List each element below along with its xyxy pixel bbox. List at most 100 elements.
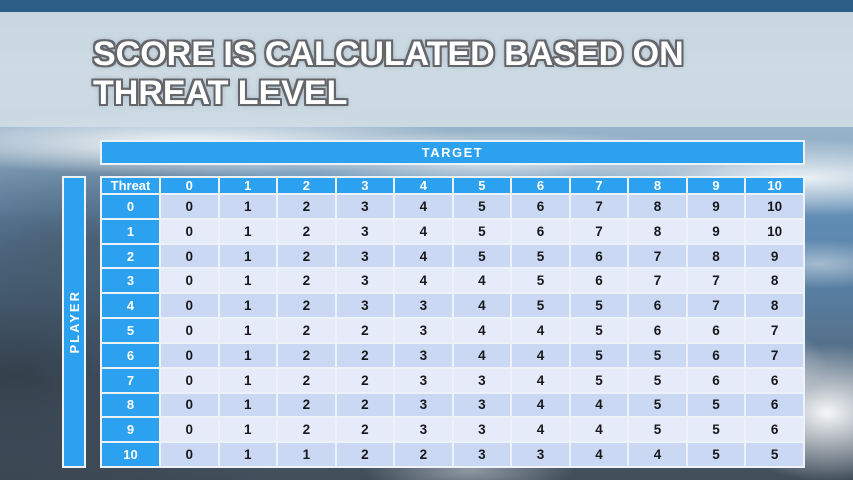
score-cell: 5 <box>687 418 745 442</box>
score-cell: 4 <box>453 319 511 342</box>
score-cell: 6 <box>687 319 745 342</box>
target-level-header: 6 <box>512 178 569 193</box>
score-cell: 3 <box>395 319 452 342</box>
score-cell: 3 <box>453 368 511 392</box>
threat-level-header: 0 <box>102 195 159 218</box>
score-cell: 4 <box>570 393 628 417</box>
score-cell: 2 <box>336 418 394 442</box>
target-axis-label: TARGET <box>421 145 484 160</box>
player-axis-header: PLAYER <box>62 176 86 468</box>
score-cell: 4 <box>395 219 452 243</box>
table-row: 10 0 1 1 2 2 3 3 4 4 5 5 <box>102 443 803 466</box>
score-cell: 1 <box>219 343 277 367</box>
score-cell: 5 <box>570 343 628 367</box>
score-cell: 0 <box>161 418 218 442</box>
score-cell: 5 <box>512 244 569 268</box>
score-cell: 4 <box>395 244 452 268</box>
score-cell: 5 <box>453 195 511 218</box>
score-cell: 0 <box>161 393 218 417</box>
score-cell: 8 <box>629 195 686 218</box>
threat-level-header: 2 <box>102 244 159 268</box>
score-cell: 7 <box>629 244 686 268</box>
score-cell: 2 <box>278 368 335 392</box>
score-cell: 1 <box>219 219 277 243</box>
score-cell: 9 <box>687 195 745 218</box>
score-cell: 4 <box>453 294 511 318</box>
score-cell: 1 <box>219 368 277 392</box>
score-cell: 3 <box>395 343 452 367</box>
threat-level-header: 3 <box>102 269 159 293</box>
score-cell: 4 <box>395 269 452 293</box>
score-cell: 2 <box>278 244 335 268</box>
score-cell: 7 <box>570 219 628 243</box>
score-cell: 2 <box>336 343 394 367</box>
score-cell: 10 <box>746 195 803 218</box>
score-cell: 4 <box>570 418 628 442</box>
score-cell: 3 <box>336 269 394 293</box>
score-cell: 2 <box>278 343 335 367</box>
title-band: SCORE IS CALCULATED BASED ON THREAT LEVE… <box>0 12 853 127</box>
score-cell: 5 <box>570 294 628 318</box>
player-axis-label: PLAYER <box>66 290 82 354</box>
score-cell: 2 <box>278 393 335 417</box>
score-cell: 1 <box>219 319 277 342</box>
score-cell: 0 <box>161 294 218 318</box>
score-cell: 4 <box>453 343 511 367</box>
target-level-header: 1 <box>219 178 277 193</box>
score-cell: 3 <box>453 418 511 442</box>
score-cell: 5 <box>687 443 745 466</box>
score-cell: 6 <box>746 368 803 392</box>
score-cell: 6 <box>629 294 686 318</box>
score-cell: 5 <box>629 368 686 392</box>
score-cell: 5 <box>629 393 686 417</box>
score-cell: 6 <box>570 244 628 268</box>
score-cell: 3 <box>395 294 452 318</box>
score-cell: 7 <box>629 269 686 293</box>
score-cell: 1 <box>219 418 277 442</box>
score-cell: 9 <box>687 219 745 243</box>
title-line-1: SCORE IS CALCULATED BASED ON <box>93 35 684 73</box>
score-cell: 6 <box>687 343 745 367</box>
threat-level-header: 5 <box>102 319 159 342</box>
score-cell: 0 <box>161 319 218 342</box>
top-accent-strip <box>0 0 853 12</box>
score-cell: 9 <box>746 244 803 268</box>
score-cell: 1 <box>219 269 277 293</box>
score-cell: 2 <box>278 319 335 342</box>
score-cell: 6 <box>512 195 569 218</box>
score-cell: 5 <box>570 319 628 342</box>
score-cell: 3 <box>336 195 394 218</box>
target-level-header: 8 <box>629 178 686 193</box>
slide-title: SCORE IS CALCULATED BASED ON THREAT LEVE… <box>0 12 853 113</box>
target-level-header: 7 <box>570 178 628 193</box>
score-cell: 5 <box>512 269 569 293</box>
score-cell: 0 <box>161 343 218 367</box>
score-cell: 4 <box>570 443 628 466</box>
score-cell: 0 <box>161 443 218 466</box>
threat-level-header: 6 <box>102 343 159 367</box>
threat-level-header: 10 <box>102 443 159 466</box>
score-cell: 4 <box>512 393 569 417</box>
score-cell: 5 <box>746 443 803 466</box>
header-row: Threat 0 1 2 3 4 5 6 7 8 9 10 <box>102 178 803 193</box>
score-cell: 4 <box>512 319 569 342</box>
threat-level-header: 4 <box>102 294 159 318</box>
target-axis-header: TARGET <box>100 140 805 165</box>
score-cell: 8 <box>687 244 745 268</box>
table-row: 0 0 1 2 3 4 5 6 7 8 9 10 <box>102 195 803 218</box>
target-level-header: 5 <box>453 178 511 193</box>
score-cell: 3 <box>453 393 511 417</box>
score-cell: 5 <box>687 393 745 417</box>
score-cell: 8 <box>629 219 686 243</box>
score-cell: 2 <box>278 418 335 442</box>
target-level-header: 10 <box>746 178 803 193</box>
score-cell: 2 <box>336 393 394 417</box>
score-cell: 4 <box>395 195 452 218</box>
score-cell: 6 <box>629 319 686 342</box>
score-cell: 7 <box>687 269 745 293</box>
